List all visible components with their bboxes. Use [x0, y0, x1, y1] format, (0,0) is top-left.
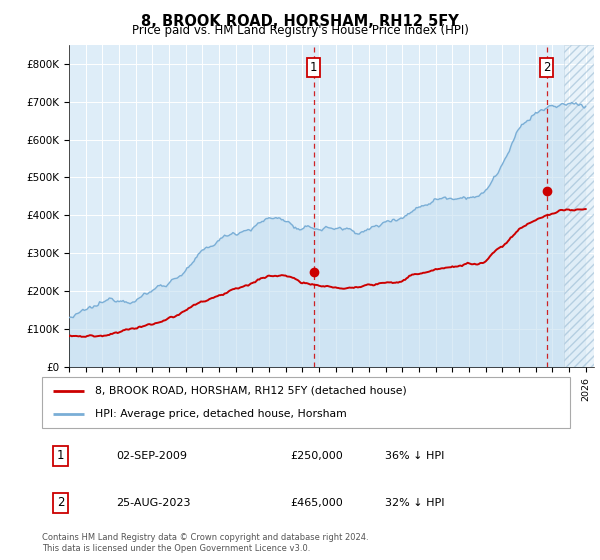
Text: Price paid vs. HM Land Registry's House Price Index (HPI): Price paid vs. HM Land Registry's House … [131, 24, 469, 37]
Text: £465,000: £465,000 [290, 498, 343, 508]
Text: 1: 1 [57, 449, 64, 463]
Text: HPI: Average price, detached house, Horsham: HPI: Average price, detached house, Hors… [95, 409, 347, 419]
Text: 36% ↓ HPI: 36% ↓ HPI [385, 451, 445, 461]
Bar [563, 45, 594, 367]
Text: £250,000: £250,000 [290, 451, 343, 461]
Text: 2: 2 [543, 61, 550, 74]
FancyBboxPatch shape [42, 377, 570, 428]
Text: 25-AUG-2023: 25-AUG-2023 [116, 498, 190, 508]
Text: 8, BROOK ROAD, HORSHAM, RH12 5FY (detached house): 8, BROOK ROAD, HORSHAM, RH12 5FY (detach… [95, 386, 407, 396]
Bar [563, 45, 594, 367]
Text: Contains HM Land Registry data © Crown copyright and database right 2024.
This d: Contains HM Land Registry data © Crown c… [42, 533, 368, 553]
Text: 8, BROOK ROAD, HORSHAM, RH12 5FY: 8, BROOK ROAD, HORSHAM, RH12 5FY [141, 14, 459, 29]
Text: 02-SEP-2009: 02-SEP-2009 [116, 451, 187, 461]
Text: 1: 1 [310, 61, 317, 74]
Text: 32% ↓ HPI: 32% ↓ HPI [385, 498, 445, 508]
Text: 2: 2 [57, 496, 64, 510]
